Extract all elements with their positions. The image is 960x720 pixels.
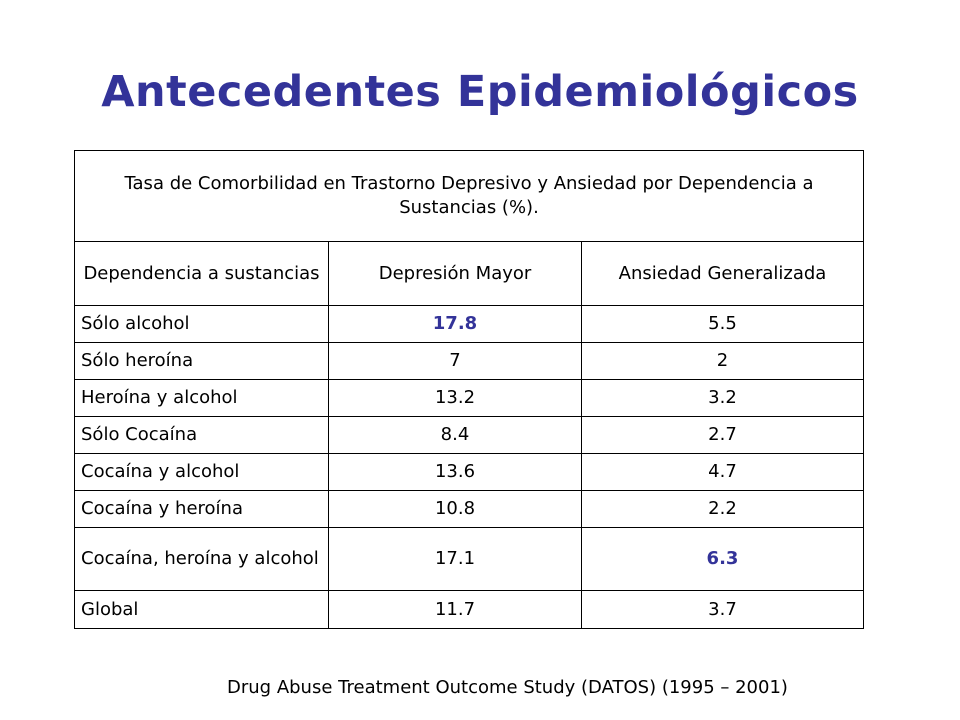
table-row: Global 11.7 3.7 — [74, 590, 864, 629]
depresion-value: 8.4 — [328, 416, 582, 454]
table-row: Cocaína y heroína 10.8 2.2 — [74, 490, 864, 528]
table-row: Heroína y alcohol 13.2 3.2 — [74, 379, 864, 417]
ansiedad-value: 2 — [581, 342, 864, 380]
row-label: Cocaína y alcohol — [74, 453, 329, 491]
table-row: Sólo alcohol 17.8 5.5 — [74, 305, 864, 343]
depresion-value: 7 — [328, 342, 582, 380]
table-header-row: Dependencia a sustancias Depresión Mayor… — [74, 241, 864, 306]
depresion-value: 13.2 — [328, 379, 582, 417]
depresion-value: 13.6 — [328, 453, 582, 491]
table-row: Sólo heroína 7 2 — [74, 342, 864, 380]
table-row: Cocaína y alcohol 13.6 4.7 — [74, 453, 864, 491]
row-label: Sólo heroína — [74, 342, 329, 380]
page-title: Antecedentes Epidemiológicos — [101, 67, 859, 117]
table-row: Cocaína, heroína y alcohol 17.1 6.3 — [74, 527, 864, 591]
table-row: Sólo Cocaína 8.4 2.7 — [74, 416, 864, 454]
ansiedad-value: 5.5 — [581, 305, 864, 343]
row-label: Sólo Cocaína — [74, 416, 329, 454]
ansiedad-value: 3.2 — [581, 379, 864, 417]
ansiedad-value: 2.7 — [581, 416, 864, 454]
ansiedad-value: 4.7 — [581, 453, 864, 491]
source-citation: Drug Abuse Treatment Outcome Study (DATO… — [227, 677, 788, 698]
header-depresion: Depresión Mayor — [328, 241, 582, 306]
depresion-value: 17.1 — [328, 527, 582, 591]
row-label: Heroína y alcohol — [74, 379, 329, 417]
depresion-value: 10.8 — [328, 490, 582, 528]
header-ansiedad: Ansiedad Generalizada — [581, 241, 864, 306]
comorbidity-table: Tasa de Comorbilidad en Trastorno Depres… — [74, 150, 864, 629]
table-caption: Tasa de Comorbilidad en Trastorno Depres… — [74, 150, 864, 242]
table-caption-row: Tasa de Comorbilidad en Trastorno Depres… — [74, 150, 864, 242]
row-label: Cocaína y heroína — [74, 490, 329, 528]
depresion-value-highlighted: 17.8 — [328, 305, 582, 343]
depresion-value: 11.7 — [328, 590, 582, 629]
ansiedad-value: 2.2 — [581, 490, 864, 528]
ansiedad-value-highlighted: 6.3 — [581, 527, 864, 591]
header-dependencia: Dependencia a sustancias — [74, 241, 329, 306]
ansiedad-value: 3.7 — [581, 590, 864, 629]
row-label: Sólo alcohol — [74, 305, 329, 343]
row-label: Cocaína, heroína y alcohol — [74, 527, 329, 591]
row-label: Global — [74, 590, 329, 629]
